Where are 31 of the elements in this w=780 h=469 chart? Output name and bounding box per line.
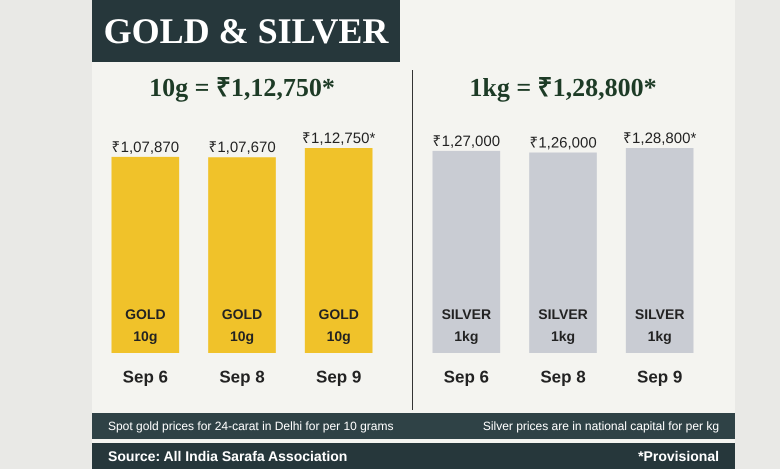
data-label: ₹1,26,000 xyxy=(529,134,597,152)
x-tick-label: Sep 9 xyxy=(316,368,362,386)
annotation: GOLD xyxy=(222,306,262,322)
data-label: ₹1,07,870 xyxy=(112,138,180,156)
chart-title: GOLD & SILVER xyxy=(92,0,400,62)
annotation: GOLD xyxy=(318,306,359,322)
annotation: 1kg xyxy=(454,328,478,344)
annotation: GOLD xyxy=(125,306,166,322)
annotation: 1kg xyxy=(550,328,576,344)
text: *Provisional xyxy=(638,447,719,466)
chart-subtitle: 1kg = ₹1,28,800* xyxy=(469,73,657,102)
x-tick-label: Sep 8 xyxy=(540,368,586,386)
chart-subtitle: 10g = ₹1,12,750* xyxy=(149,73,335,102)
data-label: ₹1,12,750* xyxy=(302,130,376,147)
annotation: 10g xyxy=(133,328,158,344)
text: Spot gold prices for 24-carat in Delhi for per 10 grams xyxy=(108,418,394,435)
text: Silver prices are in national capital for per kg xyxy=(482,418,719,435)
annotation: 1kg xyxy=(648,328,672,344)
x-tick-label: Sep 6 xyxy=(444,368,490,386)
x-tick-label: Sep 8 xyxy=(219,368,265,386)
annotation: 10g xyxy=(326,328,351,344)
data-label: ₹1,07,670 xyxy=(208,139,276,156)
data-label: ₹1,28,800* xyxy=(623,130,696,147)
annotation: 10g xyxy=(230,328,254,344)
annotation: SILVER xyxy=(538,306,588,322)
annotation: SILVER xyxy=(634,306,684,322)
x-tick-label: Sep 6 xyxy=(122,368,168,386)
source-note: Source: All India Sarafa Association xyxy=(108,447,348,466)
annotation: SILVER xyxy=(442,306,492,322)
data-label: ₹1,27,000 xyxy=(432,132,500,150)
x-tick-label: Sep 9 xyxy=(636,368,682,386)
